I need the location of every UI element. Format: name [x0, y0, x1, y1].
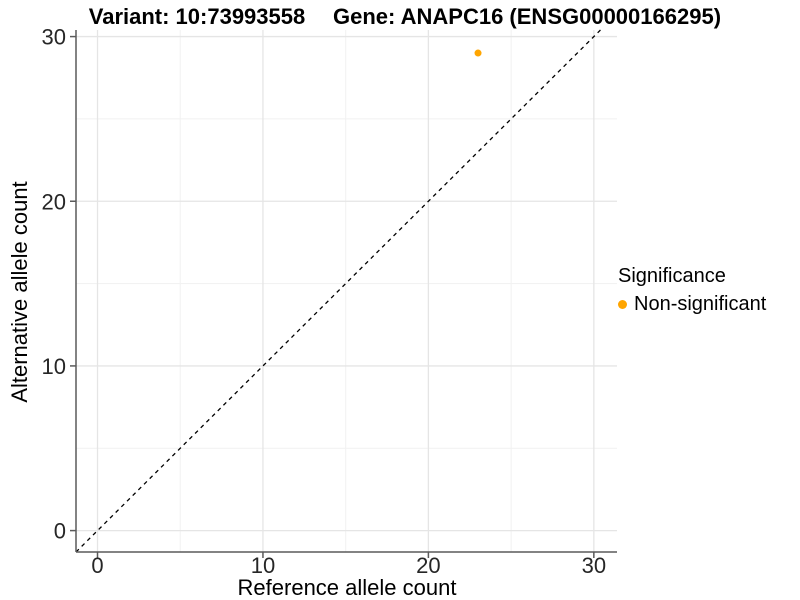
gridlines-major — [76, 30, 617, 552]
x-tick-label: 10 — [251, 553, 275, 578]
y-tick-label: 10 — [42, 354, 66, 379]
axis-lines — [75, 30, 617, 553]
axis-ticks: 0 10 20 30 0 10 20 30 — [42, 25, 607, 578]
data-point — [474, 49, 482, 57]
y-axis-title: Alternative allele count — [7, 181, 32, 403]
legend-key-dot-icon — [618, 300, 627, 309]
x-tick-label: 0 — [91, 553, 103, 578]
y-tick-label: 20 — [42, 189, 66, 214]
identity-line — [75, 29, 601, 553]
legend: Significance Non-significant — [618, 264, 766, 316]
x-axis-title: Reference allele count — [237, 575, 457, 600]
y-tick-label: 0 — [54, 519, 66, 544]
y-tick-label: 30 — [42, 25, 66, 50]
x-tick-label: 20 — [416, 553, 440, 578]
x-tick-label: 30 — [582, 553, 606, 578]
gridlines-minor — [76, 30, 617, 552]
plot-title-variant: Variant: 10:73993558 — [88, 4, 306, 29]
legend-item-non-significant: Non-significant — [618, 293, 766, 316]
plot-title-gene: Gene: ANAPC16 (ENSG00000166295) — [332, 4, 722, 29]
legend-item-label: Non-significant — [634, 293, 767, 315]
legend-title: Significance — [618, 265, 726, 287]
data-points — [474, 49, 482, 57]
